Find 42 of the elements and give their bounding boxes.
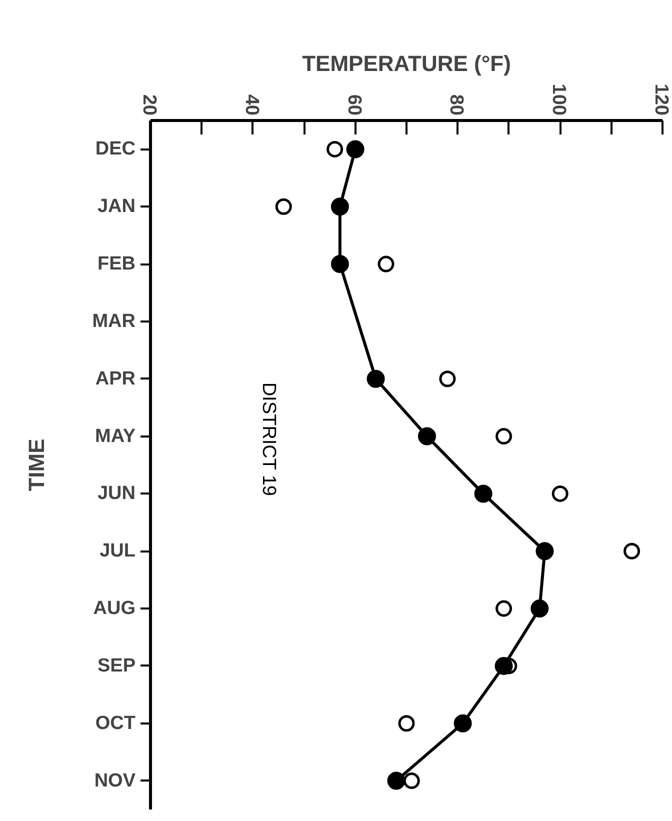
y-tick-label: APR (95, 368, 136, 390)
y-tick-label: FEB (98, 254, 136, 275)
x-tick-label: 120 (650, 84, 672, 116)
point (330, 198, 349, 216)
point (530, 600, 549, 618)
y-tick-label: NOV (94, 770, 136, 792)
y-tick-label: JUN (97, 483, 136, 504)
x-tick-label: 20 (138, 94, 160, 116)
y-tick-label: JUL (100, 540, 136, 562)
y-tick-label: JAN (97, 196, 136, 218)
point (275, 198, 292, 215)
point (536, 542, 554, 560)
y-tick-label: AUG (93, 598, 136, 620)
point (474, 484, 492, 503)
point (496, 428, 512, 445)
point (398, 715, 415, 732)
point (496, 600, 512, 617)
point (624, 542, 640, 560)
x-tick-label: 60 (343, 94, 364, 116)
x-tick-label: 40 (240, 94, 262, 116)
point (403, 772, 420, 790)
x-tick-label: 100 (548, 84, 570, 116)
x-axis-title: TEMPERATURE (°F) (302, 50, 511, 76)
point (418, 427, 436, 446)
point (387, 772, 406, 790)
point (454, 714, 472, 732)
y-tick-label: DEC (95, 138, 136, 160)
point (346, 140, 364, 158)
y-tick-label: MAR (92, 310, 136, 332)
y-tick-label: OCT (95, 712, 136, 734)
annotation: DISTRICT 19 (258, 382, 279, 496)
y-tick-label: SEP (97, 655, 136, 676)
point (330, 255, 349, 274)
x-tick-label: 80 (446, 94, 467, 116)
y-axis-title: TIME (24, 438, 50, 492)
point (494, 656, 513, 675)
point (326, 140, 344, 158)
y-tick-label: MAY (95, 426, 136, 447)
point (439, 370, 456, 388)
point (378, 256, 394, 272)
point (552, 485, 568, 502)
point (366, 370, 385, 388)
